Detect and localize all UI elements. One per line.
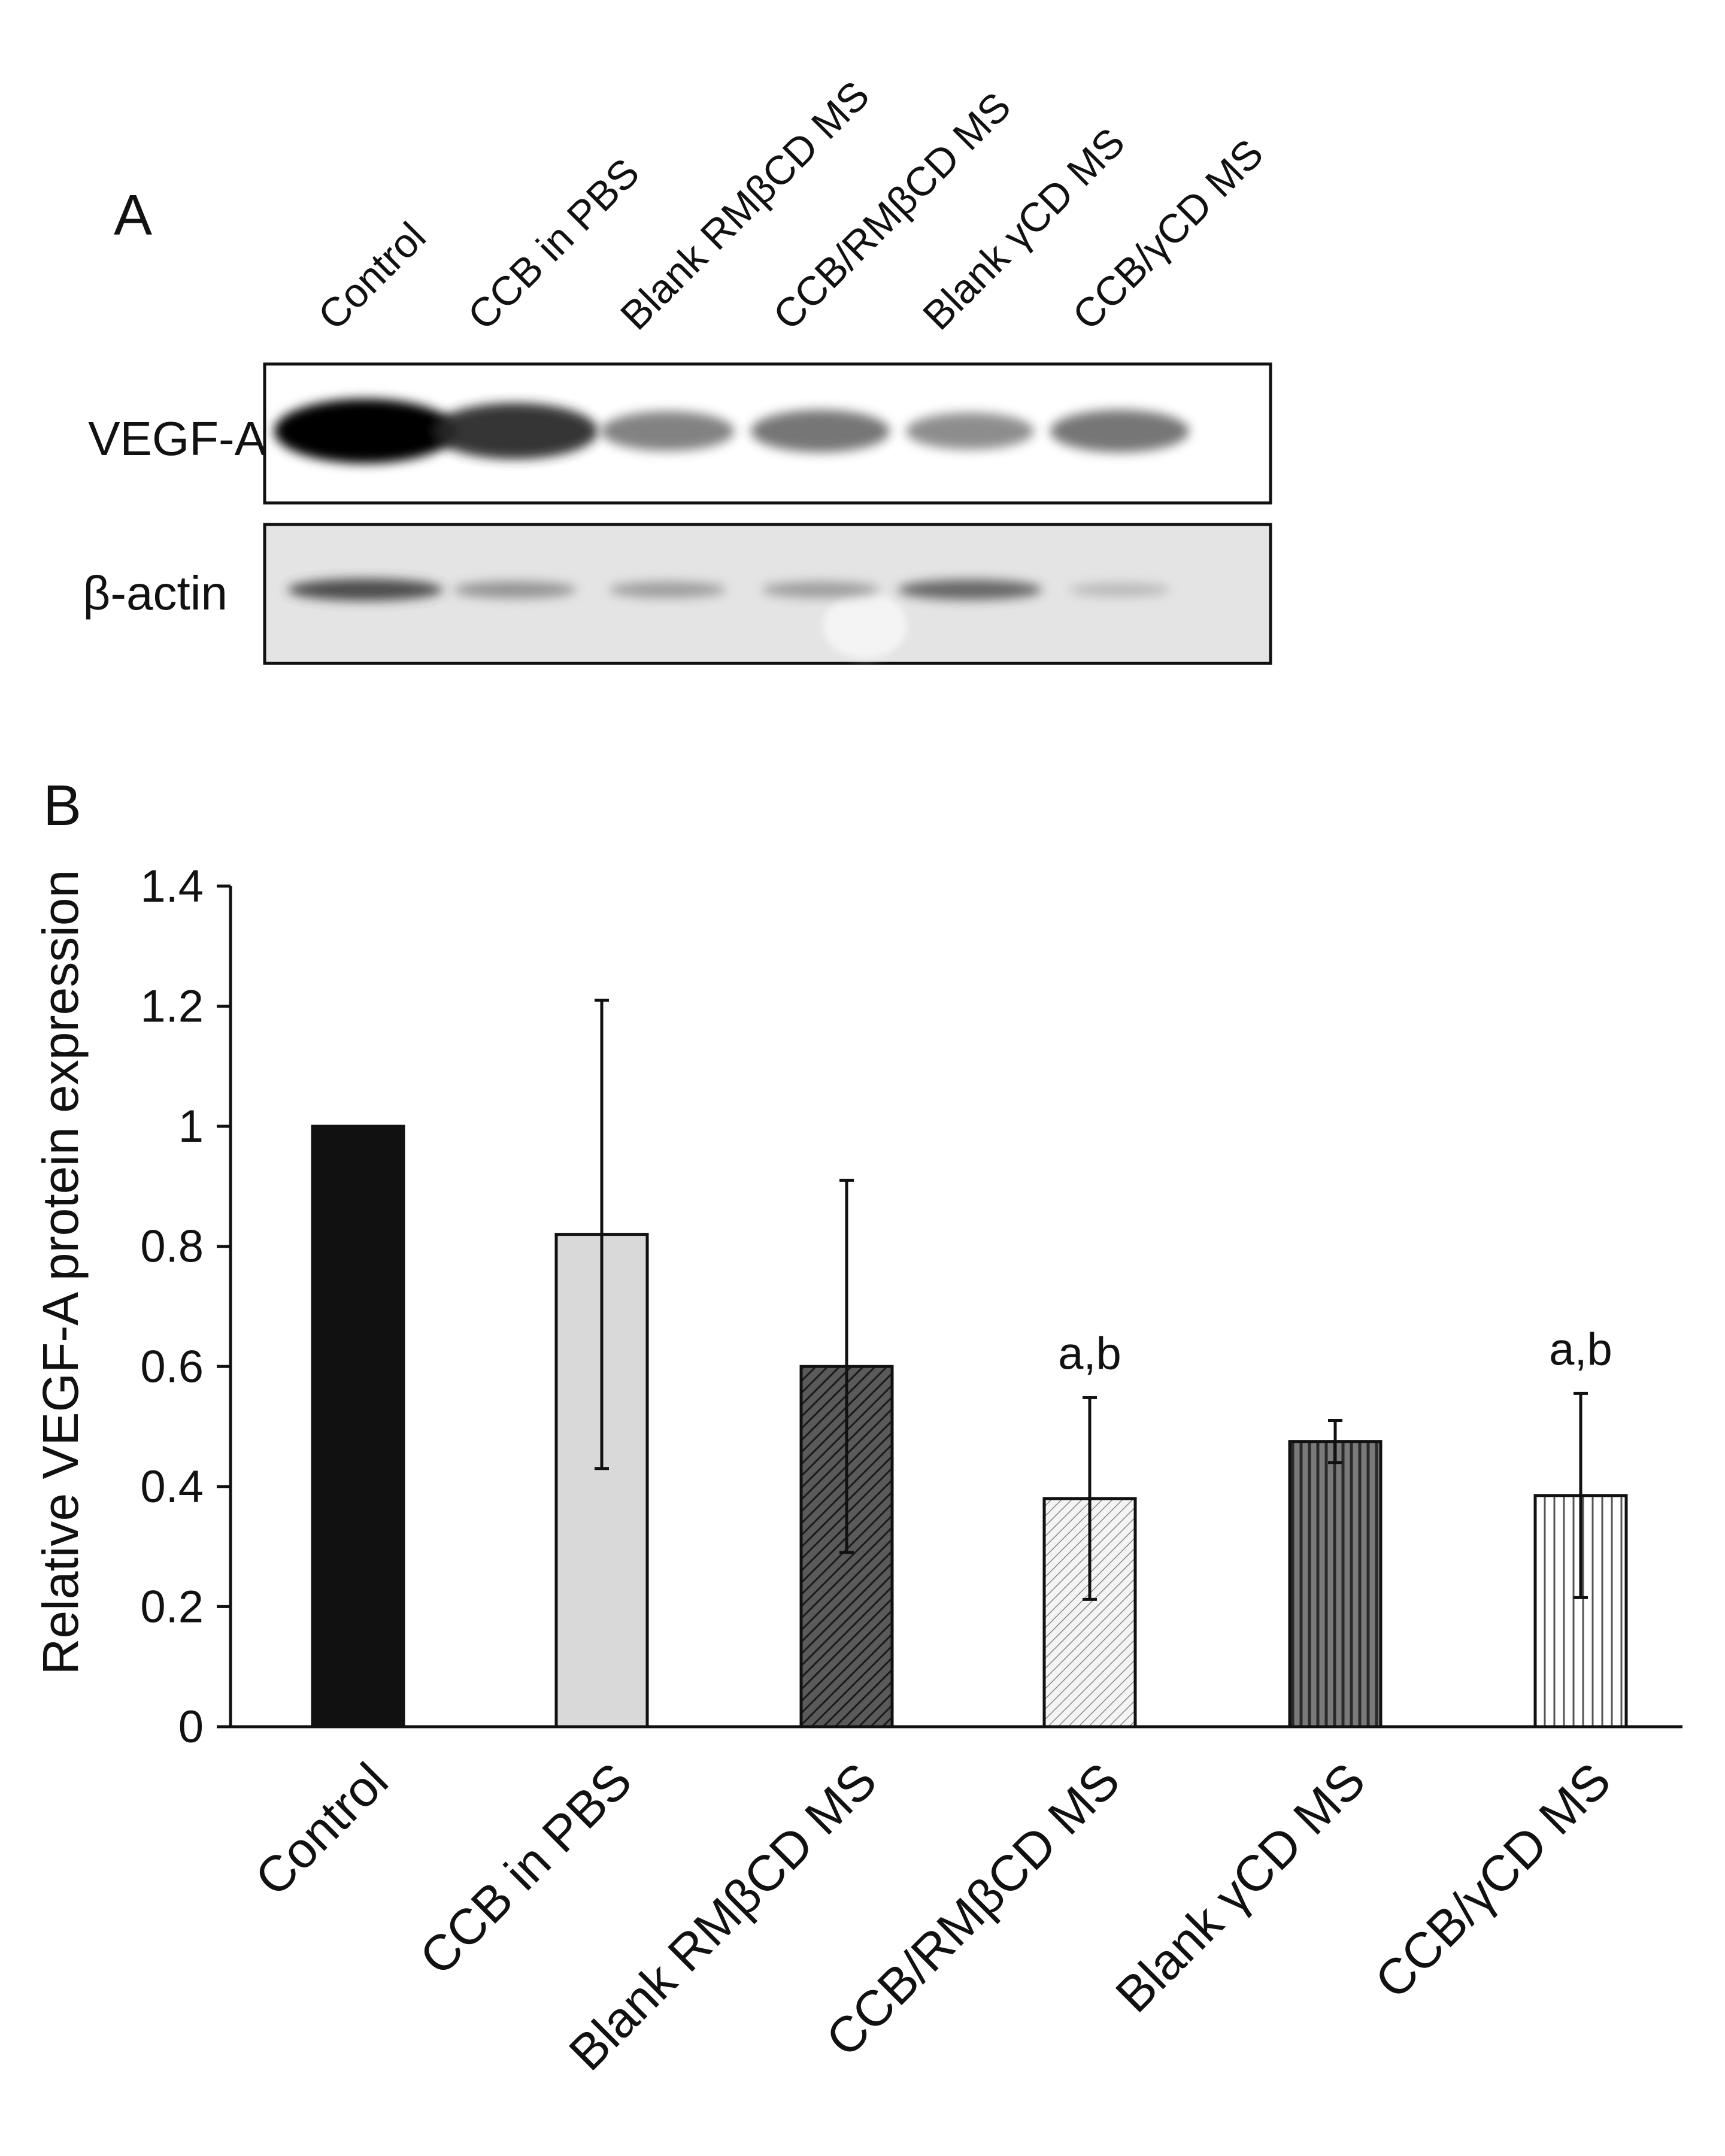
y-tick-label: 1.4	[140, 861, 204, 912]
blot-bands	[274, 399, 1189, 463]
error-bars	[595, 999, 1588, 1601]
blot-row-label: β-actin	[83, 566, 228, 620]
bar	[1288, 1440, 1383, 1729]
bar	[311, 1124, 405, 1729]
blot-lane-label: Blank RMβCD MS	[612, 72, 878, 339]
blot-band	[453, 581, 577, 599]
y-tick-label: 0.8	[140, 1221, 204, 1272]
blot-actin-row: β-actin	[83, 523, 1272, 665]
blot-band	[1050, 410, 1189, 453]
blot-band	[762, 581, 879, 598]
blot-band	[609, 581, 726, 598]
y-tick-label: 1	[178, 1101, 204, 1152]
blot-vegf-row: VEGF-A	[88, 362, 1272, 505]
blot-bands	[287, 578, 1171, 601]
blot-band	[601, 411, 735, 451]
significance-labels: a,b a,b	[1058, 1324, 1612, 1379]
blot-band	[898, 579, 1042, 601]
blot-band	[274, 399, 456, 463]
y-tick-label: 0.6	[140, 1341, 204, 1392]
blot-row-label: VEGF-A	[88, 412, 266, 465]
y-tick-label: 0	[178, 1702, 204, 1752]
y-axis-title: Relative VEGF-A protein expression	[32, 870, 89, 1675]
significance-label: a,b	[1058, 1328, 1121, 1379]
y-tick-label: 1.2	[140, 981, 204, 1032]
panel-a-label: A	[114, 183, 152, 247]
x-tick-label: CCB in PBS	[409, 1752, 642, 1985]
y-axis-ticks: 0 0.2 0.4 0.6 0.8 1 1.2 1.4	[140, 861, 231, 1752]
blot-band	[432, 402, 598, 460]
x-tick-label: Blank γCD MS	[1105, 1752, 1376, 2023]
bar-series	[311, 1124, 1628, 1729]
blot-smudge	[823, 593, 907, 659]
panel-b-label: B	[43, 774, 81, 838]
blot-band	[751, 410, 890, 453]
blot-band	[906, 413, 1034, 450]
significance-label: a,b	[1549, 1324, 1612, 1375]
y-tick-label: 0.2	[140, 1581, 204, 1632]
y-tick-label: 0.4	[140, 1461, 204, 1512]
x-tick-label: CCB/γCD MS	[1364, 1752, 1621, 2009]
blot-lane-label: Control	[310, 214, 435, 339]
x-tick-label: Control	[244, 1752, 399, 1906]
blot-band	[1069, 583, 1171, 597]
blot-band	[287, 578, 443, 601]
